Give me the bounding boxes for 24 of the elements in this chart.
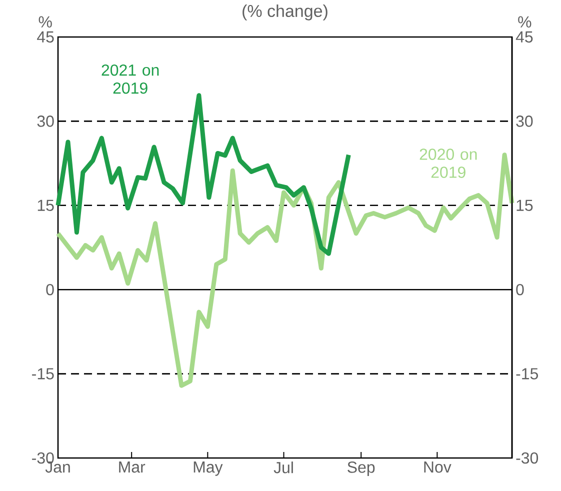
- x-tick-label: Jan: [45, 462, 70, 473]
- y2-tick-label: 45: [516, 31, 533, 43]
- x-tick-label: Mar: [119, 462, 146, 473]
- y-tick-label: -15: [32, 368, 54, 380]
- y2-tick-label: -30: [516, 452, 538, 464]
- y-tick-label: 0: [46, 284, 54, 296]
- y-tick-label: 15: [38, 200, 54, 211]
- y2-tick-label: -15: [516, 368, 538, 380]
- y2-tick-label: 0: [516, 284, 524, 296]
- series-label: 2020 on 2019: [420, 148, 477, 178]
- line-series: [56, 93, 351, 256]
- x-tick-label: Jul: [274, 462, 293, 474]
- y-tick-label: -30: [32, 452, 54, 464]
- y2-axis-title: %: [518, 16, 532, 28]
- x-tick-label: Nov: [424, 462, 452, 473]
- y-tick-label: 30: [37, 116, 54, 127]
- y2-tick-label: 15: [516, 200, 533, 211]
- x-tick-label: May: [194, 462, 223, 476]
- y2-tick-label: 30: [516, 116, 533, 127]
- chart-title: (% change): [242, 4, 328, 20]
- x-tick-label: Sep: [348, 462, 375, 476]
- y-tick-label: 45: [37, 31, 54, 43]
- text: 2021 on 2019: [102, 64, 159, 94]
- y-axis-title: %: [38, 16, 52, 28]
